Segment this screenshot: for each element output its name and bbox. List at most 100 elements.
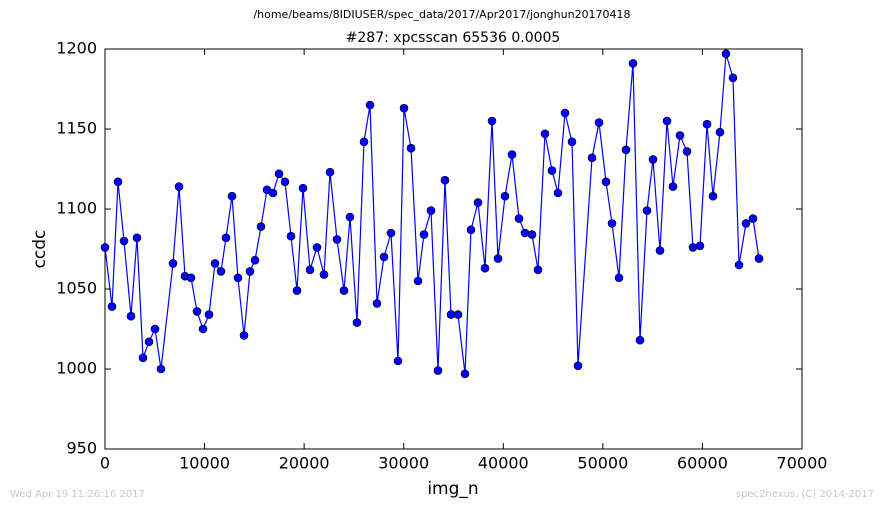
data-point [198, 324, 208, 334]
data-point [359, 137, 369, 147]
data-point [239, 331, 249, 340]
data-point [480, 263, 490, 273]
data-point [433, 366, 443, 375]
data-point [487, 116, 497, 126]
data-point [192, 307, 202, 316]
data-point [466, 225, 476, 235]
data-point [210, 259, 220, 268]
data-point [345, 212, 355, 222]
data-point [734, 260, 744, 270]
data-point [547, 166, 557, 175]
x-tick-label: 10000 [179, 454, 230, 473]
data-point [635, 335, 645, 345]
data-point [372, 299, 382, 308]
data-point [113, 177, 123, 187]
data-point [688, 243, 698, 252]
data-point [668, 182, 678, 191]
x-tick-label: 50000 [577, 454, 628, 473]
data-point [250, 255, 260, 265]
y-tick-label: 1150 [56, 119, 97, 138]
data-point [642, 206, 652, 215]
data-point [204, 310, 214, 319]
data-point [286, 231, 296, 241]
y-axis-label: ccdc [30, 230, 50, 269]
data-point [560, 108, 570, 118]
data-point [754, 254, 764, 263]
data-point [621, 145, 631, 155]
data-point [379, 252, 389, 262]
y-tick-label: 1050 [56, 279, 97, 298]
data-point [413, 276, 423, 286]
data-point [419, 230, 429, 239]
data-point [186, 273, 196, 283]
data-point [741, 219, 751, 228]
data-point [514, 214, 524, 223]
data-point [507, 150, 517, 159]
data-point [440, 175, 450, 185]
data-point [682, 147, 692, 156]
data-point [728, 73, 738, 83]
data-point [138, 353, 148, 363]
data-point [715, 127, 725, 137]
data-point [168, 259, 178, 268]
data-point [406, 143, 416, 153]
data-point [628, 59, 638, 68]
x-tick-label: 20000 [279, 454, 330, 473]
data-point [702, 119, 712, 129]
data-point [221, 233, 231, 243]
data-point [567, 137, 577, 147]
data-point [150, 324, 160, 334]
footer-left: Wed Apr 19 11:26:16 2017 [10, 489, 145, 500]
y-tick-label: 1000 [56, 359, 97, 378]
footer-right: spec2nexus, (C) 2014-2017 [736, 489, 874, 500]
data-point [292, 286, 302, 295]
data-point [119, 236, 129, 246]
data-point [245, 267, 255, 276]
series-line [104, 53, 760, 374]
data-point [601, 177, 611, 187]
data-point [268, 188, 278, 198]
data-point [527, 230, 537, 239]
data-point [533, 265, 543, 275]
chart-title: /home/beams/8IDIUSER/spec_data/2017/Apr2… [253, 8, 630, 21]
data-point [339, 286, 349, 295]
data-point [144, 337, 154, 347]
data-point [126, 311, 136, 321]
data-point [553, 188, 563, 198]
data-point [274, 169, 284, 179]
data-point [607, 219, 617, 228]
x-tick-label: 60000 [677, 454, 728, 473]
data-point [648, 155, 658, 164]
data-point [594, 118, 604, 127]
data-point [426, 206, 436, 215]
data-point [107, 302, 117, 311]
data-point [708, 191, 718, 201]
data-point [540, 129, 550, 139]
data-point [695, 241, 705, 251]
data-point [399, 103, 409, 113]
data-point [352, 318, 362, 327]
data-point [393, 356, 403, 366]
y-tick-label: 1200 [56, 39, 97, 58]
y-tick-label: 1100 [56, 199, 97, 218]
data-point [500, 191, 510, 201]
x-axis-label: img_n [427, 479, 478, 499]
data-point [520, 228, 530, 238]
x-tick-label: 40000 [478, 454, 529, 473]
data-point [156, 364, 166, 374]
x-tick-label: 30000 [378, 454, 429, 473]
data-point [280, 177, 290, 187]
data-point [721, 49, 731, 59]
data-point [325, 167, 335, 177]
data-point [256, 222, 266, 231]
chart-subtitle: #287: xpcsscan 65536 0.0005 [346, 30, 561, 46]
data-point [453, 310, 463, 319]
data-point [473, 198, 483, 207]
data-point [319, 270, 329, 279]
data-point [662, 116, 672, 126]
data-point [493, 254, 503, 263]
x-tick-label: 70000 [777, 454, 828, 473]
data-point [100, 243, 110, 252]
data-point [233, 273, 243, 283]
